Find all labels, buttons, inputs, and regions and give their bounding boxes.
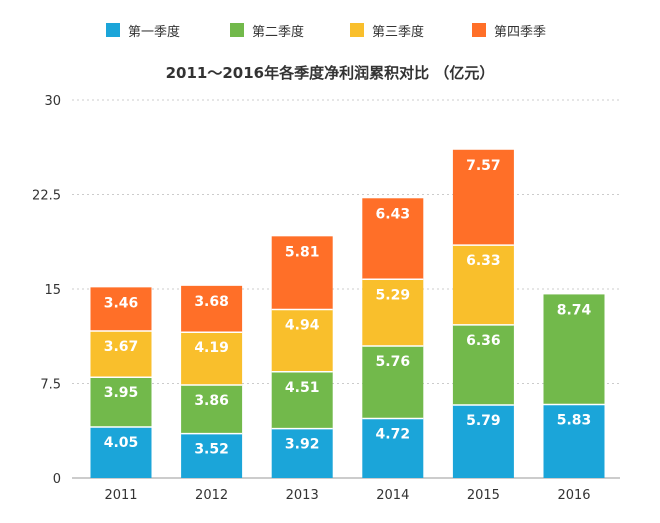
data-label: 8.74 <box>557 302 592 318</box>
data-label: 6.36 <box>466 333 501 349</box>
legend-label-q1: 第一季度 <box>128 24 181 40</box>
legend-swatch-q4 <box>472 23 486 37</box>
bar-segment <box>181 332 243 386</box>
data-label: 3.68 <box>194 294 229 310</box>
bar-segment <box>452 405 514 478</box>
x-tick-label: 2012 <box>195 488 228 503</box>
bar-segment <box>181 385 243 434</box>
data-label: 5.79 <box>466 413 501 429</box>
y-tick-label: 7.5 <box>40 378 61 393</box>
bar-segment <box>181 285 243 333</box>
bar-segment <box>362 279 424 346</box>
legend-swatch-q3 <box>350 23 364 37</box>
legend-label-q3: 第三季度 <box>372 24 425 40</box>
data-label: 4.94 <box>285 318 320 334</box>
legend-label-q2: 第二季度 <box>252 24 305 40</box>
bars <box>90 149 605 478</box>
y-axis-ticks: 0 7.5 15 22.5 30 <box>32 94 61 487</box>
bar-segment <box>271 236 333 310</box>
data-label: 5.81 <box>285 244 320 260</box>
data-label: 4.72 <box>376 427 411 443</box>
legend-item-q4: 第四季季 <box>472 18 546 42</box>
x-tick-label: 2013 <box>286 488 319 503</box>
x-tick-label: 2016 <box>557 488 590 503</box>
bar-segment <box>452 149 514 246</box>
legend: 第一季度 第二季度 第三季度 第四季季 <box>0 18 660 42</box>
data-label: 4.51 <box>285 380 320 396</box>
bar-segment <box>271 309 333 372</box>
bar-segment <box>362 418 424 478</box>
bar-segment <box>362 198 424 280</box>
legend-swatch-q1 <box>106 23 120 37</box>
bar-segment <box>543 404 605 478</box>
data-label: 3.95 <box>104 385 139 401</box>
bar-segment <box>90 287 152 331</box>
x-tick-label: 2015 <box>467 488 500 503</box>
bar-segment <box>271 371 333 429</box>
x-tick-label: 2011 <box>104 488 137 503</box>
bar-segment <box>271 428 333 478</box>
data-label: 4.05 <box>104 435 139 451</box>
legend-label-q4: 第四季季 <box>494 24 547 40</box>
gridlines <box>72 99 620 479</box>
data-label: 3.52 <box>194 442 229 458</box>
y-tick-label: 30 <box>44 94 61 109</box>
data-label: 3.67 <box>104 339 139 355</box>
data-label: 6.33 <box>466 253 501 269</box>
data-label: 3.86 <box>194 393 229 409</box>
bar-segment <box>90 330 152 378</box>
x-tick-label: 2014 <box>376 488 409 503</box>
data-label: 5.29 <box>376 287 411 303</box>
data-label: 5.76 <box>376 354 411 370</box>
legend-swatch-q2 <box>230 23 244 37</box>
data-label: 5.83 <box>557 413 592 429</box>
y-tick-label: 22.5 <box>32 189 61 204</box>
legend-item-q2: 第二季度 <box>230 18 304 42</box>
y-tick-label: 0 <box>53 472 61 487</box>
y-tick-label: 15 <box>44 283 61 298</box>
legend-item-q1: 第一季度 <box>106 18 180 42</box>
data-label: 3.92 <box>285 437 320 453</box>
data-label: 7.57 <box>466 158 501 174</box>
data-label: 6.43 <box>376 206 411 222</box>
bar-segment <box>543 294 605 405</box>
data-labels: 4.05 3.95 3.67 3.46 3.52 3.86 4.19 3.68 3.92 4.51… <box>104 158 592 458</box>
x-axis-ticks: 2011 2012 2013 2014 2015 2016 <box>104 488 590 503</box>
bar-segment <box>90 377 152 427</box>
data-label: 3.46 <box>104 295 139 311</box>
bar-segment <box>181 433 243 478</box>
bar-segment <box>452 324 514 406</box>
bar-segment <box>90 426 152 478</box>
chart-title: 2011～2016年各季度净利润累积对比 （亿元） <box>165 64 495 82</box>
data-label: 4.19 <box>194 340 229 356</box>
bar-segment <box>362 345 424 419</box>
legend-item-q3: 第三季度 <box>350 18 424 42</box>
bar-segment <box>452 245 514 325</box>
